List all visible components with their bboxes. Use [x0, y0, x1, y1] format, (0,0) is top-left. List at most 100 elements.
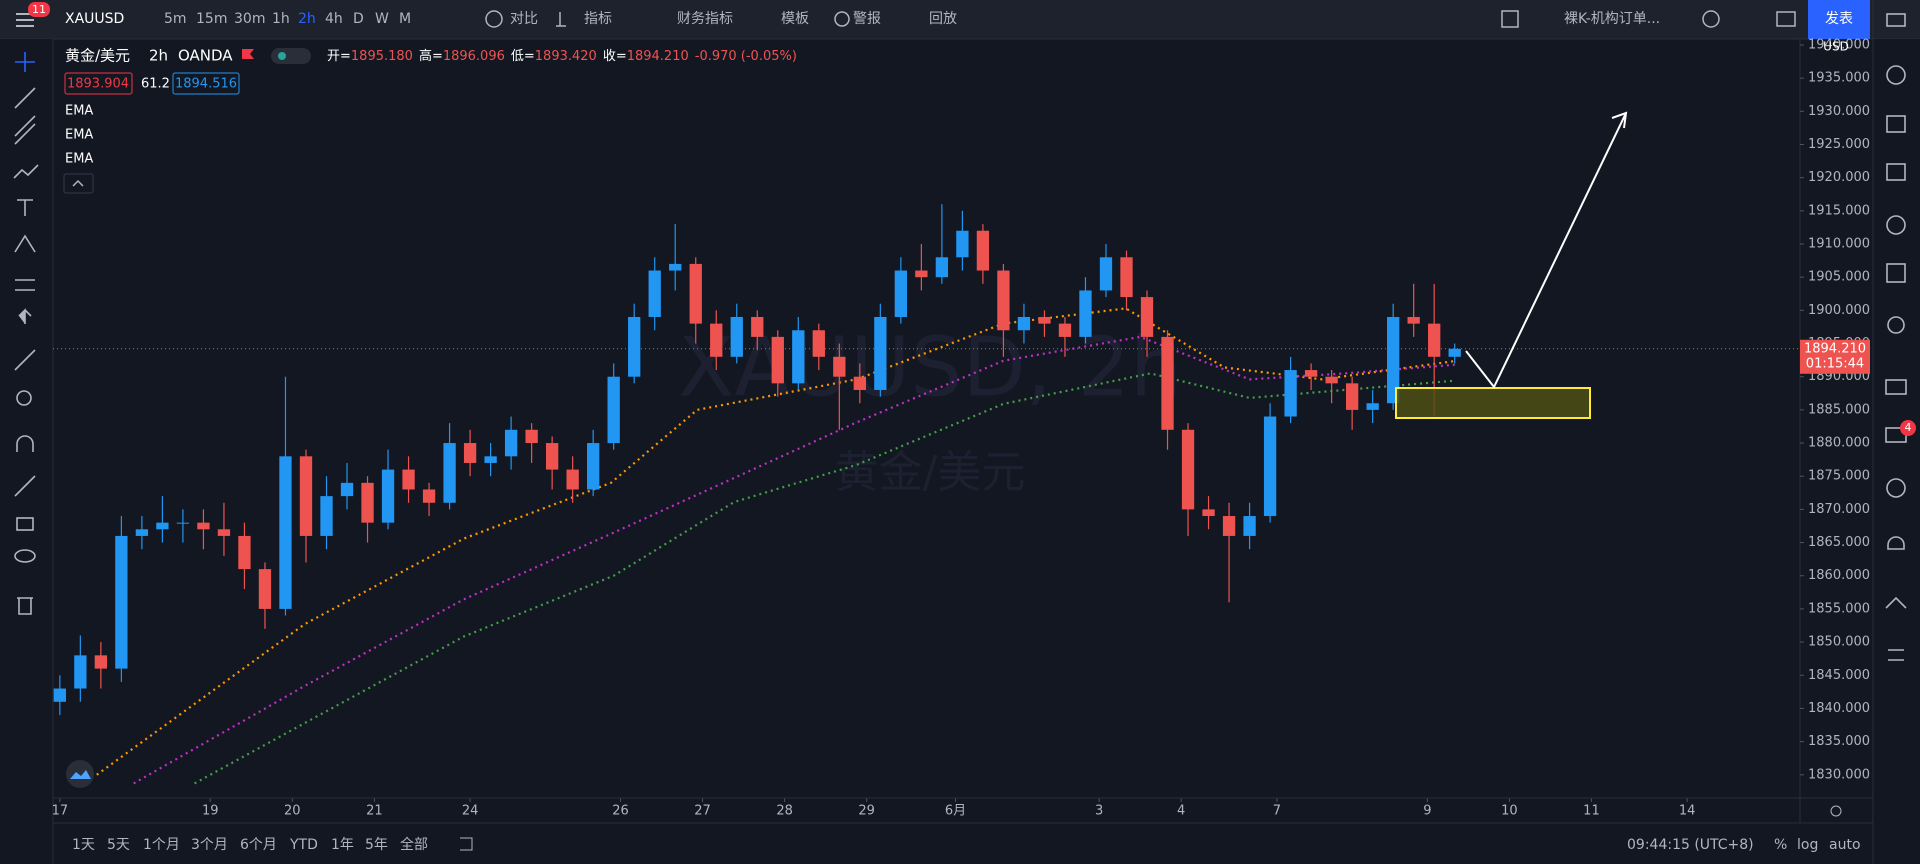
alerts[interactable]: 警报 — [853, 11, 881, 27]
x-tick-label: 4 — [1177, 804, 1185, 819]
candle-body — [381, 469, 395, 523]
candle-body — [1140, 297, 1154, 337]
range-button[interactable]: 1天 — [72, 837, 95, 853]
collapse-icon[interactable] — [72, 179, 84, 187]
ema-legend: EMA — [65, 128, 93, 143]
settings-icon[interactable] — [1830, 805, 1842, 817]
ohlc-label: 开= — [327, 49, 351, 64]
ohlc-value: 1895.180 — [351, 49, 413, 64]
y-tick-label: 1875.000 — [1808, 469, 1870, 484]
candle-body — [648, 270, 661, 317]
y-tick-label: 1865.000 — [1808, 535, 1870, 550]
y-tick-label: 1925.000 — [1808, 137, 1870, 152]
candle-body — [299, 456, 313, 536]
candle-body — [94, 655, 108, 669]
interval-button[interactable]: M — [399, 11, 411, 27]
candle-body — [833, 356, 846, 377]
bid[interactable]: 1893.904 — [67, 77, 129, 92]
date-range-icon[interactable] — [460, 837, 473, 851]
zone-rectangle[interactable] — [1395, 387, 1591, 419]
ohlc-label: 收= — [603, 49, 627, 64]
x-tick-label: 21 — [366, 804, 383, 819]
y-tick-label: 1940.000 — [1808, 37, 1870, 52]
range-button[interactable]: 1年 — [331, 837, 354, 853]
candle-body — [628, 316, 641, 377]
candle-body — [238, 535, 251, 570]
projection-arrow[interactable] — [1465, 112, 1627, 389]
badge-count: 11 — [32, 3, 46, 16]
interval-button[interactable]: 30m — [234, 11, 265, 27]
interval-button[interactable]: W — [375, 11, 389, 27]
interval-button[interactable]: 4h — [325, 11, 343, 27]
x-tick-label: 24 — [462, 804, 479, 819]
candle-body — [669, 263, 682, 271]
ohlc-value: 1893.420 — [535, 49, 597, 64]
candle-body — [1325, 376, 1338, 384]
arrow-head[interactable] — [1611, 111, 1628, 129]
candle-body — [422, 489, 436, 503]
x-tick-label: 17 — [52, 804, 69, 819]
indicators[interactable]: 指标 — [584, 11, 612, 27]
range-button[interactable]: 全部 — [400, 836, 428, 853]
interval-button[interactable]: 15m — [196, 11, 227, 27]
last-price-label: 1894.210 — [1804, 341, 1866, 356]
range-button[interactable]: 1个月 — [143, 837, 180, 853]
change: -0.970 (-0.05%) — [695, 49, 797, 64]
replay[interactable]: 回放 — [929, 11, 957, 27]
candle-body — [484, 456, 497, 463]
auto-toggle[interactable]: auto — [1829, 837, 1861, 853]
bid-box[interactable] — [64, 72, 133, 95]
interval-button[interactable]: 1h — [272, 11, 290, 27]
percent-toggle[interactable]: % — [1774, 837, 1787, 853]
log-toggle[interactable]: log — [1797, 837, 1818, 853]
candle-body — [1366, 403, 1379, 410]
ask-box[interactable] — [172, 72, 240, 95]
range-button[interactable]: 3个月 — [191, 837, 228, 853]
ohlc-value: 1894.210 — [627, 49, 689, 64]
financials[interactable]: 财务指标 — [677, 11, 733, 27]
candle-body — [771, 336, 784, 384]
range-button[interactable]: YTD — [289, 837, 318, 853]
ema-legend: EMA — [65, 104, 93, 119]
ohlc-label: 高= — [419, 48, 443, 64]
x-tick-label: 9 — [1423, 804, 1431, 819]
candle-body — [1243, 516, 1256, 536]
candle-body — [53, 688, 66, 702]
x-tick-label: 29 — [858, 804, 875, 819]
publish-button[interactable] — [1808, 0, 1870, 39]
interval-button[interactable]: 5m — [164, 11, 187, 27]
candle-body — [361, 482, 374, 523]
y-tick-label: 1915.000 — [1808, 203, 1870, 218]
symbol[interactable]: XAUUSD — [65, 11, 124, 27]
candle-body — [1038, 316, 1051, 324]
layout-name[interactable]: 裸K-机构订单... — [1564, 11, 1660, 27]
logo[interactable] — [66, 760, 94, 788]
drawing-tools[interactable] — [13, 52, 39, 615]
range-button[interactable]: 5年 — [365, 837, 388, 853]
candle-body — [1202, 509, 1215, 517]
candle-body — [587, 443, 600, 490]
templates[interactable]: 模板 — [781, 11, 809, 27]
y-tick-label: 1910.000 — [1808, 237, 1870, 252]
collapse-button[interactable] — [63, 173, 94, 194]
watermark-name: 黄金/美元 — [835, 447, 1026, 498]
range-button[interactable]: 6个月 — [240, 837, 277, 853]
candle-body — [956, 230, 969, 258]
ask[interactable]: 1894.516 — [175, 77, 237, 92]
interval-button[interactable]: 2h — [298, 11, 316, 27]
candle-body — [320, 496, 333, 536]
menu-icon[interactable] — [16, 13, 34, 27]
range-button[interactable]: 5天 — [107, 837, 130, 853]
ohlc: 开=1895.180 高=1896.096 低=1893.420 收=1894.210… — [327, 48, 797, 64]
top-toolbar — [0, 0, 1920, 39]
sidebar-icons[interactable] — [1885, 13, 1907, 661]
currency: USD — [1823, 40, 1849, 54]
x-tick-label: 3 — [1095, 804, 1103, 819]
compare[interactable]: 对比 — [510, 11, 538, 27]
interval-button[interactable]: D — [353, 11, 364, 27]
publish-label[interactable]: 发表 — [1825, 11, 1853, 27]
clock: 09:44:15 (UTC+8) — [1627, 837, 1754, 853]
candle-body — [751, 316, 764, 337]
